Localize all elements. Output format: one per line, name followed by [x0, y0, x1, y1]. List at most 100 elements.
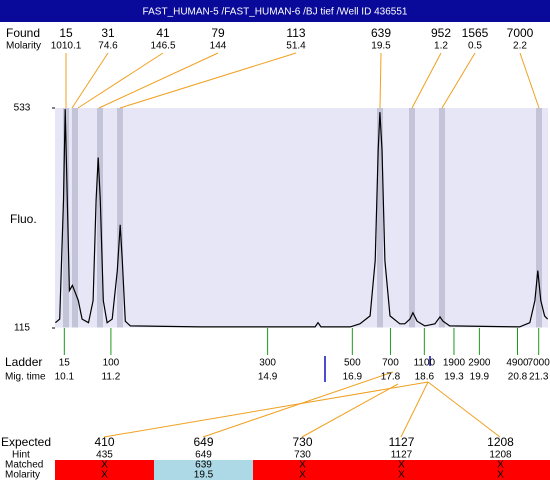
link-line	[427, 381, 501, 438]
header-bar	[0, 0, 550, 22]
mig-time: 19.9	[470, 372, 490, 383]
expected-size: 410	[94, 435, 114, 449]
peak-molarity: 74.6	[98, 41, 118, 52]
y-tick-label: 533	[14, 103, 31, 114]
expected-links	[103, 371, 501, 438]
peak-size: 952	[431, 26, 451, 40]
ladder-size: 7000	[528, 358, 550, 369]
match-cell	[451, 460, 550, 480]
title: FAST_HUMAN-5 /FAST_HUMAN-6 /BJ tief /Wel…	[143, 7, 408, 18]
mig-time: 10.1	[55, 372, 75, 383]
ladder-size: 500	[344, 358, 361, 369]
match-cell	[253, 460, 352, 480]
ladder-size: 100	[103, 358, 120, 369]
match-cell	[154, 460, 253, 480]
peak-molarity: 144	[210, 41, 227, 52]
peak-size: 113	[286, 26, 305, 40]
peak-molarity: 1.2	[434, 41, 448, 52]
matched-value: X	[497, 460, 504, 471]
peak-link	[98, 52, 219, 109]
peak-band	[63, 108, 69, 328]
trace	[55, 109, 549, 328]
hint-value: 649	[195, 450, 212, 461]
matched-value: X	[398, 460, 405, 471]
match-cell	[55, 460, 154, 480]
matched-label: Matched	[5, 460, 43, 471]
expected-size: 649	[193, 435, 213, 449]
mig-time: 17.8	[381, 372, 401, 383]
expected-size: 730	[292, 435, 312, 449]
peak-band	[377, 108, 383, 328]
molarity-value: X	[299, 470, 306, 480]
hint-value: 730	[294, 450, 311, 461]
peak-band	[72, 108, 78, 328]
molarity-value: X	[101, 470, 108, 480]
peak-band	[409, 108, 415, 328]
mig-time: 16.9	[343, 372, 363, 383]
ladder-size: 2900	[468, 358, 491, 369]
peak-molarity: 0.5	[468, 41, 482, 52]
link-line	[400, 381, 429, 438]
hint-value: 435	[96, 450, 113, 461]
peak-link	[119, 52, 297, 109]
peak-link	[441, 52, 476, 109]
ladder-size: 700	[382, 358, 399, 369]
peak-molarity: 19.5	[371, 41, 391, 52]
y-tick-label: 115	[14, 323, 30, 334]
mig-time: 19.3	[444, 372, 464, 383]
peak-size: 7000	[507, 26, 534, 40]
matched-value: 639	[195, 460, 212, 471]
mig-time: 14.9	[258, 372, 278, 383]
y-axis-label: Fluo.	[10, 212, 37, 226]
peak-band	[117, 108, 123, 328]
ladder-size: 300	[259, 358, 276, 369]
expected-label: Expected	[1, 435, 51, 449]
ladder-label: Ladder	[5, 355, 42, 369]
ladder-size: 4900	[506, 358, 529, 369]
peak-size: 79	[211, 26, 225, 40]
plot-area	[55, 108, 548, 328]
mig-time: 11.2	[102, 372, 121, 383]
peak-band	[439, 108, 445, 328]
peak-link	[71, 52, 109, 109]
peak-molarity: 1010.1	[51, 41, 82, 52]
peak-size: 31	[101, 26, 115, 40]
match-cell	[352, 460, 451, 480]
mig-time-label: Mig. time	[5, 372, 46, 383]
hint-value: 1127	[391, 450, 413, 461]
mig-time: 21.3	[529, 372, 549, 383]
hint-value: 1208	[489, 450, 512, 461]
expected-size: 1127	[389, 435, 415, 449]
link-line	[301, 383, 399, 438]
peak-band	[97, 108, 103, 328]
ladder-size: 15	[59, 358, 71, 369]
peak-size: 1565	[462, 26, 489, 40]
expected-size: 1208	[487, 435, 514, 449]
molarity-label: Molarity	[6, 41, 41, 52]
mig-time: 20.8	[508, 372, 528, 383]
found-label: Found	[6, 26, 40, 40]
mig-time: 18.6	[415, 372, 435, 383]
peak-molarity: 51.4	[286, 41, 306, 52]
matched-value: X	[299, 460, 306, 471]
hint-label: Hint	[12, 450, 30, 461]
matched-value: X	[101, 460, 108, 471]
peak-size: 41	[156, 26, 170, 40]
link-line	[103, 381, 429, 438]
peak-link	[411, 52, 442, 109]
ladder-size: 1900	[443, 358, 466, 369]
peak-link	[379, 52, 382, 109]
peak-molarity: 2.2	[513, 41, 527, 52]
peak-size: 639	[371, 26, 391, 40]
molarity-value: 19.5	[194, 470, 214, 480]
peak-link	[519, 52, 540, 109]
molarity-value: X	[398, 470, 405, 480]
peak-band	[536, 108, 542, 328]
peak-molarity: 146.5	[150, 41, 175, 52]
peak-size: 15	[59, 26, 73, 40]
molarity-row-label: Molarity	[5, 470, 40, 480]
peak-link	[77, 52, 164, 109]
ladder-size: 1100	[414, 358, 436, 369]
molarity-value: X	[497, 470, 504, 480]
